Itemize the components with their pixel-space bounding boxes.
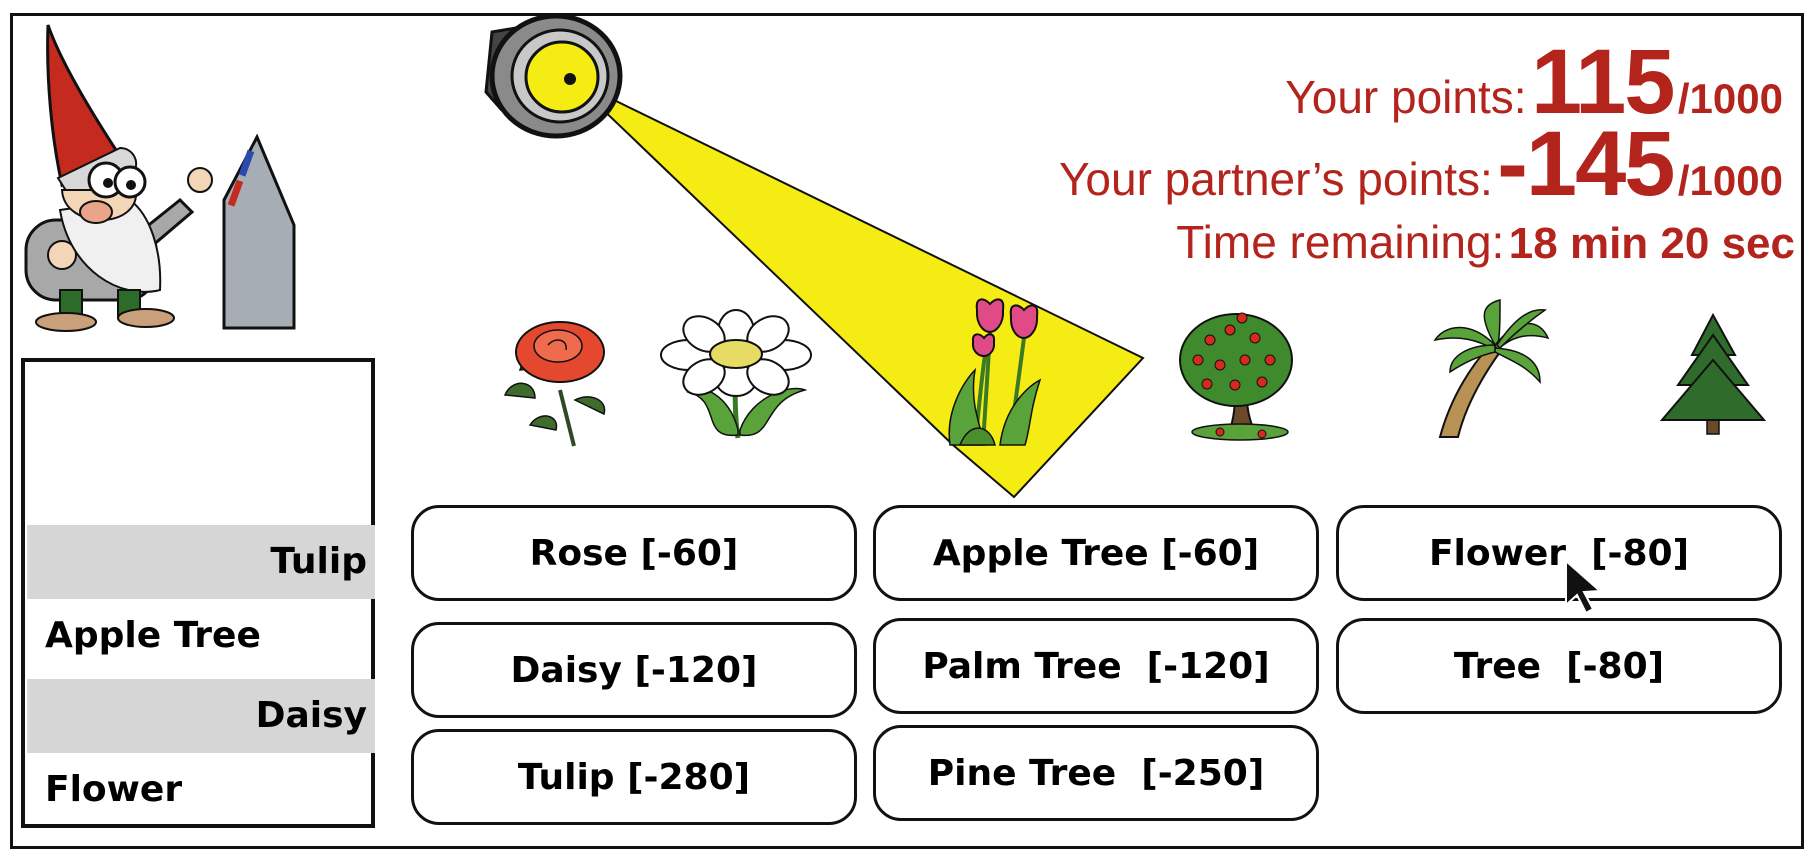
history-item: Flower — [45, 769, 183, 810]
your-points-value: 115 — [1531, 31, 1675, 133]
partner-points-label: Your partner’s points: — [1058, 153, 1493, 205]
signpost-icon — [222, 133, 296, 330]
daisy-icon — [660, 309, 812, 439]
history-item: Tulip — [27, 525, 375, 599]
option-button-tulip[interactable]: Tulip [-280] — [411, 729, 857, 825]
spotlight-beam — [570, 78, 1145, 499]
option-button-palm-tree[interactable]: Palm Tree [-120] — [873, 618, 1319, 714]
time-remaining-label: Time remaining: — [1176, 216, 1505, 268]
palm-tree-icon — [1433, 299, 1550, 438]
option-button-apple-tree[interactable]: Apple Tree [-60] — [873, 505, 1319, 601]
gnome-icon — [24, 24, 213, 332]
partner-points-total: /1000 — [1677, 157, 1783, 204]
option-button-tree[interactable]: Tree [-80] — [1336, 618, 1782, 714]
time-remaining-value: 18 min 20 sec — [1508, 219, 1795, 268]
your-points-total: /1000 — [1677, 75, 1783, 122]
apple-tree-icon — [1179, 312, 1293, 441]
rose-icon — [503, 321, 606, 447]
history-item: Daisy — [27, 679, 375, 753]
time-remaining-row: Time remaining: 18 min 20 sec — [1176, 215, 1795, 269]
option-button-flower[interactable]: Flower [-80] — [1336, 505, 1782, 601]
pine-tree-icon — [1659, 312, 1767, 435]
tulip-icon — [948, 298, 1042, 446]
partner-points-row: Your partner’s points: -145 /1000 — [1059, 112, 1783, 217]
spotlight-icon — [484, 13, 623, 139]
your-points-row: Your points: 115 /1000 — [1285, 30, 1783, 135]
partner-points-value: -145 — [1497, 113, 1675, 215]
option-button-rose[interactable]: Rose [-60] — [411, 505, 857, 601]
mouse-cursor-icon — [1565, 558, 1603, 615]
option-button-pine-tree[interactable]: Pine Tree [-250] — [873, 725, 1319, 821]
your-points-label: Your points: — [1285, 71, 1527, 123]
history-item: Apple Tree — [45, 615, 261, 656]
history-panel: Tulip Apple Tree Daisy Flower — [21, 358, 375, 828]
option-button-daisy[interactable]: Daisy [-120] — [411, 622, 857, 718]
